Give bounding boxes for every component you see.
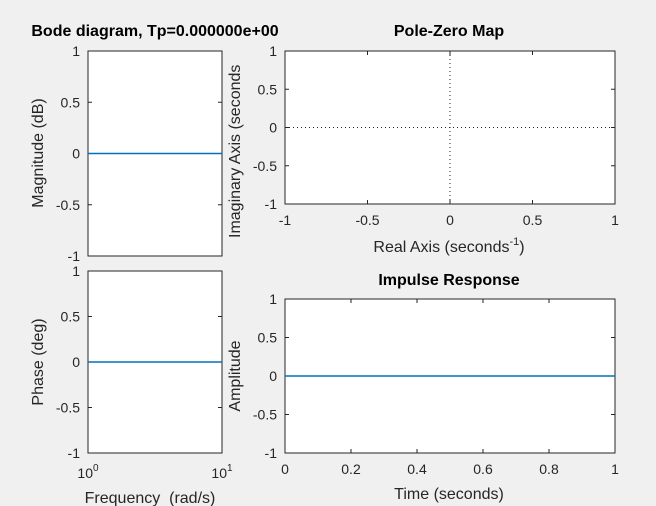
phase-ytick-label: 0 — [72, 354, 80, 370]
magnitude-ytick-label: 0.5 — [61, 94, 81, 110]
impulse-ytick-label: 1 — [269, 291, 277, 307]
magnitude-yticks: 1 0.5 0 -0.5 -1 — [56, 43, 222, 264]
pole-zero-ytick-label: 0 — [269, 120, 277, 136]
impulse-ytick-label: 0.5 — [258, 330, 278, 346]
bode-title: Bode diagram, Tp=0.000000e+00 — [31, 23, 278, 40]
phase-xtick-base: 10 — [77, 465, 93, 481]
impulse-yticks: 1 0.5 0 -0.5 -1 — [253, 291, 615, 461]
phase-ytick-label: 1 — [72, 263, 80, 279]
magnitude-ytick-label: -0.5 — [56, 197, 80, 213]
pole-zero-xtick-label: 0.5 — [523, 212, 543, 228]
real-axis-xlabel-main: Real Axis (seconds — [373, 239, 509, 256]
pole-zero-xtick-label: -1 — [279, 212, 292, 228]
magnitude-ylabel: Magnitude (dB) — [30, 98, 47, 207]
impulse-xticks: 0 0.2 0.4 0.6 0.8 1 — [281, 299, 619, 477]
imaginary-axis-ylabel: Imaginary Axis (seconds — [227, 65, 244, 238]
phase-ytick-label: -0.5 — [56, 400, 80, 416]
impulse-xtick-label: 0.6 — [473, 461, 493, 477]
phase-plot: 10.50-0.5-1 100 101 Phase (deg) Frequency… — [30, 263, 233, 506]
magnitude-ytick-label: 0 — [72, 146, 80, 162]
pole-zero-ytick-label: -0.5 — [253, 158, 277, 174]
magnitude-plot: 1 0.5 0 -0.5 -1 Magnitude (dB) Bode diagram,… — [30, 23, 279, 264]
impulse-xtick-label: 0.8 — [539, 461, 559, 477]
pole-zero-ytick-label: 0.5 — [258, 81, 278, 97]
real-axis-xlabel-sup: -1 — [509, 236, 519, 248]
phase-xticks: 100 101 — [77, 449, 233, 481]
phase-xtick-label: 100 — [77, 463, 99, 481]
real-axis-xlabel: Real Axis (seconds-1) — [373, 236, 524, 256]
phase-ylabel: Phase (deg) — [30, 318, 47, 405]
impulse-plot: 1 0.5 0 -0.5 -1 0 0.2 0.4 0.6 0.8 1 Impulse Respo… — [227, 272, 619, 503]
pole-zero-xtick-label: 0 — [446, 212, 454, 228]
pole-zero-xticks: -1 -0.5 0 0.5 1 — [279, 51, 619, 228]
impulse-ytick-label: -1 — [265, 445, 278, 461]
impulse-xtick-label: 1 — [611, 461, 619, 477]
frequency-xlabel: Frequency (rad/s) — [85, 490, 216, 506]
impulse-title: Impulse Response — [378, 272, 519, 289]
pole-zero-ytick-label: 1 — [269, 43, 277, 59]
magnitude-ytick-label: -1 — [68, 248, 81, 264]
pole-zero-plot: 1 0.5 0 -0.5 -1 -1 -0.5 0 0.5 1 Pole-Zero Map Re… — [227, 23, 619, 256]
real-axis-xlabel-close: ) — [519, 239, 524, 256]
phase-xtick-base: 10 — [211, 465, 227, 481]
phase-ytick-label: 0.5 — [61, 309, 81, 325]
amplitude-ylabel: Amplitude — [227, 340, 244, 411]
impulse-ytick-label: 0 — [269, 368, 277, 384]
phase-xtick-exp: 1 — [227, 463, 233, 474]
pole-zero-xtick-label: 1 — [611, 212, 619, 228]
pole-zero-reference-lines — [285, 51, 615, 204]
impulse-xtick-label: 0 — [281, 461, 289, 477]
impulse-xtick-label: 0.4 — [407, 461, 427, 477]
pole-zero-xtick-label: -0.5 — [355, 212, 379, 228]
phase-xtick-exp: 0 — [93, 463, 99, 474]
phase-ytick-label: -1 — [68, 445, 81, 461]
pole-zero-title: Pole-Zero Map — [394, 23, 504, 40]
impulse-xtick-label: 0.2 — [341, 461, 361, 477]
pole-zero-ytick-label: -1 — [265, 196, 278, 212]
time-xlabel: Time (seconds) — [394, 486, 504, 503]
pole-zero-yticks: 1 0.5 0 -0.5 -1 — [253, 43, 615, 212]
phase-xtick-label: 101 — [211, 463, 233, 481]
impulse-ytick-label: -0.5 — [253, 407, 277, 423]
magnitude-ytick-label: 1 — [72, 43, 80, 59]
